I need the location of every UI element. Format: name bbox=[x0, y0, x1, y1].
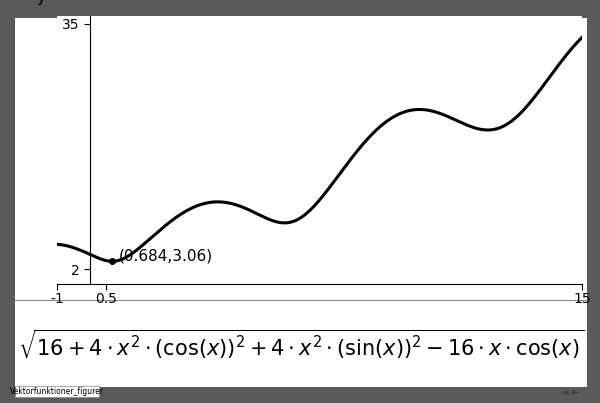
Text: $\sqrt{16+4 \cdot x^{2} \cdot \left(\cos(x)\right)^{2}+4 \cdot x^{2} \cdot \left: $\sqrt{16+4 \cdot x^{2} \cdot \left(\cos… bbox=[18, 328, 584, 361]
Text: (0.684,3.06): (0.684,3.06) bbox=[119, 249, 213, 264]
Y-axis label: y: y bbox=[37, 0, 46, 5]
X-axis label: x: x bbox=[599, 295, 600, 310]
Text: ◄ ►: ◄ ► bbox=[561, 387, 579, 397]
Bar bbox=[15, 386, 99, 397]
Text: Vektorfunktioner_figurer: Vektorfunktioner_figurer bbox=[10, 387, 104, 396]
